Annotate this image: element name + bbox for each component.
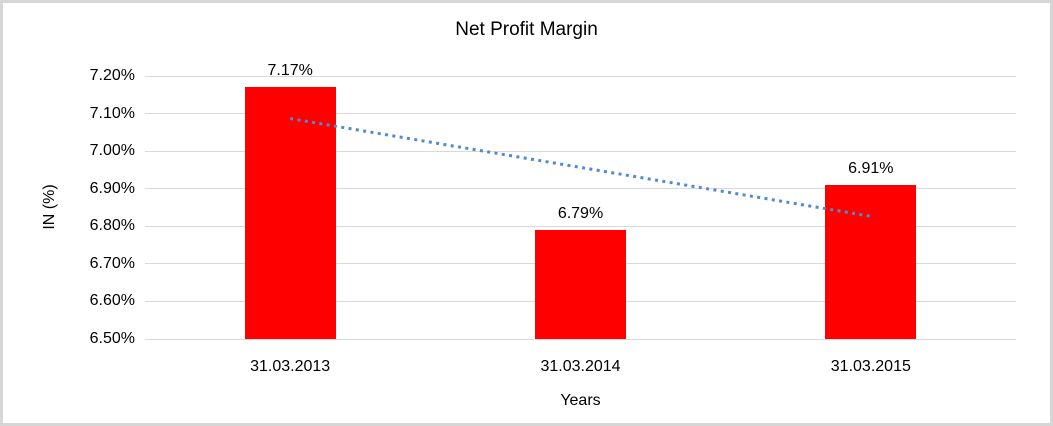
y-tick-label: 6.80% xyxy=(89,217,135,235)
x-tick-label: 31.03.2013 xyxy=(250,358,331,375)
bar-data-label: 7.17% xyxy=(267,62,313,80)
gridline xyxy=(145,150,1016,152)
gridline xyxy=(145,75,1016,77)
x-axis-tick-labels: 31.03.2013 31.03.2014 31.03.2015 xyxy=(145,357,1016,377)
trendline xyxy=(289,117,872,218)
bar-31.03.2014 xyxy=(535,230,626,339)
plot-area: 7.17% 6.79% 6.91% xyxy=(145,62,1016,340)
trendline-layer xyxy=(289,117,872,218)
y-tick-label: 7.20% xyxy=(89,67,135,84)
y-tick-label: 7.00% xyxy=(89,142,135,160)
y-axis-tick-labels: 7.20% 7.10% 7.00% 6.90% 6.80% 6.70% 6.60% 6.50% xyxy=(3,67,135,347)
y-tick-label: 6.70% xyxy=(89,254,135,272)
gridline xyxy=(145,113,1016,115)
gridline xyxy=(145,338,1016,340)
y-tick-label: 7.10% xyxy=(89,104,135,122)
gridline xyxy=(145,225,1016,227)
y-tick-label: 6.60% xyxy=(89,292,135,310)
x-tick-label: 31.03.2015 xyxy=(830,358,911,375)
y-tick-label: 6.90% xyxy=(89,179,135,197)
x-axis-title: Years xyxy=(560,392,601,409)
x-tick-label: 31.03.2014 xyxy=(540,358,621,375)
chart-title: Net Profit Margin xyxy=(455,19,598,40)
bar-31.03.2013 xyxy=(244,87,336,339)
bar-data-label: 6.91% xyxy=(848,159,894,177)
bar-data-label: 6.79% xyxy=(557,205,604,223)
gridline xyxy=(145,188,1016,190)
y-tick-label: 6.50% xyxy=(89,330,135,347)
